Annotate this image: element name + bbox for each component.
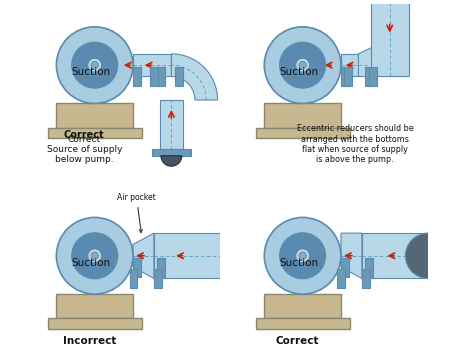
Bar (362, 269, 370, 288)
Bar (133, 67, 141, 86)
Bar (129, 269, 137, 288)
Circle shape (264, 27, 341, 104)
Bar (175, 67, 182, 86)
Wedge shape (161, 156, 182, 166)
Text: Eccentric reducers should be
arranged with the bottoms
flat when source of suppl: Eccentric reducers should be arranged wi… (297, 124, 413, 165)
Bar (345, 67, 352, 86)
Bar (371, 0, 409, 77)
Bar (337, 269, 346, 288)
Bar (341, 257, 349, 277)
Bar (365, 67, 373, 86)
Bar (369, 67, 377, 86)
Circle shape (280, 42, 326, 88)
Circle shape (405, 233, 451, 278)
Circle shape (56, 27, 133, 104)
Bar (56, 294, 133, 318)
Bar (264, 104, 341, 128)
Text: Incorrect: Incorrect (63, 336, 116, 346)
Circle shape (56, 217, 133, 294)
Circle shape (299, 61, 307, 69)
Bar (48, 318, 142, 329)
Bar (255, 318, 350, 329)
Text: Correct
Source of supply
below pump.: Correct Source of supply below pump. (46, 135, 122, 165)
Circle shape (299, 252, 307, 260)
Circle shape (91, 61, 99, 69)
Bar (341, 67, 349, 86)
Polygon shape (172, 54, 218, 100)
Circle shape (280, 233, 326, 279)
Bar (48, 128, 142, 138)
Text: Suction: Suction (280, 258, 319, 268)
Polygon shape (358, 39, 390, 77)
Circle shape (296, 249, 310, 263)
Bar (362, 233, 428, 278)
Bar (341, 54, 367, 77)
Circle shape (91, 252, 99, 260)
Text: Suction: Suction (72, 67, 111, 77)
Circle shape (296, 58, 310, 72)
Text: Air pocket: Air pocket (117, 193, 156, 232)
Polygon shape (133, 233, 154, 278)
Bar (255, 128, 350, 138)
Bar (154, 233, 224, 278)
Bar (56, 104, 133, 128)
Bar (264, 294, 341, 318)
Circle shape (72, 42, 118, 88)
Text: Suction: Suction (280, 67, 319, 77)
Bar (152, 149, 191, 156)
Bar (133, 257, 141, 277)
Bar (157, 67, 165, 86)
Bar (365, 257, 373, 277)
Circle shape (88, 249, 101, 263)
Bar (160, 100, 182, 149)
Circle shape (88, 58, 101, 72)
Text: Suction: Suction (72, 258, 111, 268)
Bar (157, 257, 165, 277)
Bar (133, 54, 172, 77)
Bar (150, 67, 158, 86)
Polygon shape (341, 233, 362, 278)
Text: Correct: Correct (276, 336, 319, 346)
Circle shape (72, 233, 118, 279)
Bar (154, 269, 162, 288)
Circle shape (264, 217, 341, 294)
Text: Correct: Correct (64, 130, 105, 140)
